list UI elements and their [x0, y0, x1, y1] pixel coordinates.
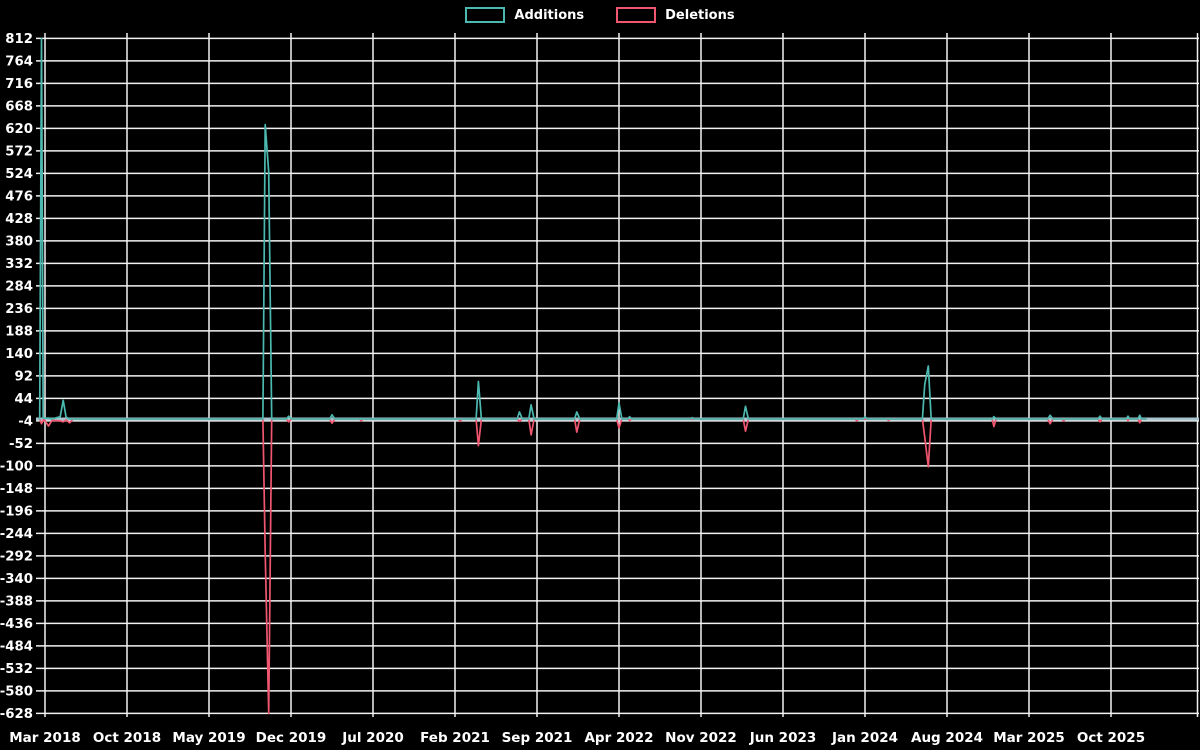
y-axis-tick-label: -484 — [0, 639, 33, 654]
x-axis-tick-label: Oct 2025 — [1077, 730, 1145, 746]
y-axis-tick-label: 92 — [14, 369, 33, 384]
deletions-swatch — [616, 7, 657, 23]
y-axis-tick-label: 44 — [14, 392, 33, 407]
y-axis-tick-label: -4 — [18, 414, 33, 429]
y-axis-tick-label: 284 — [5, 279, 33, 294]
y-axis-tick-label: -52 — [9, 437, 33, 452]
y-axis-tick-label: 812 — [5, 32, 33, 47]
y-axis-tick-label: 476 — [5, 189, 33, 204]
y-axis-tick-label: 716 — [5, 77, 33, 92]
x-axis-tick-label: Feb 2021 — [420, 730, 490, 746]
chart-legend: Additions Deletions — [0, 7, 1200, 23]
x-axis-tick-label: Jul 2020 — [341, 730, 404, 746]
y-axis-tick-label: 332 — [5, 257, 33, 272]
y-axis-tick-label: -388 — [0, 594, 33, 609]
y-axis-tick-label: 236 — [5, 302, 33, 317]
x-axis-tick-label: Oct 2018 — [93, 730, 161, 746]
x-axis-tick-label: Mar 2018 — [9, 730, 80, 746]
additions-line — [38, 37, 1147, 420]
y-axis-tick-label: 428 — [5, 212, 33, 227]
y-axis-tick-label: -340 — [0, 572, 33, 587]
y-axis-tick-label: -196 — [0, 504, 33, 519]
y-axis-tick-label: 620 — [5, 122, 33, 137]
x-axis-tick-label: Jun 2023 — [749, 730, 817, 746]
y-axis-tick-label: -100 — [0, 459, 33, 474]
additions-swatch — [465, 7, 506, 23]
y-axis-tick-label: 380 — [5, 234, 33, 249]
y-axis-tick-label: -292 — [0, 549, 33, 564]
y-axis-tick-label: 524 — [5, 167, 33, 182]
deletions-line — [38, 418, 1147, 715]
x-axis-tick-label: Apr 2022 — [584, 730, 653, 746]
x-axis-tick-label: Dec 2019 — [256, 730, 327, 746]
y-axis-tick-label: -628 — [0, 707, 33, 722]
x-axis-tick-label: Nov 2022 — [665, 730, 737, 746]
x-axis-tick-label: Sep 2021 — [502, 730, 573, 746]
y-axis-tick-label: -580 — [0, 684, 33, 699]
y-axis-tick-label: -244 — [0, 527, 33, 542]
x-axis-tick-label: Aug 2024 — [911, 730, 983, 746]
y-axis-tick-label: -436 — [0, 617, 33, 632]
y-axis-tick-label: 188 — [5, 324, 33, 339]
additions-legend-label: Additions — [514, 7, 585, 23]
x-axis-tick-label: Mar 2025 — [993, 730, 1064, 746]
deletions-legend-label: Deletions — [665, 7, 735, 23]
y-axis-tick-label: -532 — [0, 662, 33, 677]
y-axis-tick-label: -148 — [0, 482, 33, 497]
legend-item-additions[interactable]: Additions — [465, 7, 584, 23]
y-axis-tick-label: 668 — [5, 99, 33, 114]
y-axis-tick-label: 572 — [5, 144, 33, 159]
legend-item-deletions[interactable]: Deletions — [616, 7, 735, 23]
x-axis-tick-label: May 2019 — [172, 730, 245, 746]
y-axis-tick-label: 764 — [5, 54, 33, 69]
x-axis-tick-label: Jan 2024 — [831, 730, 898, 746]
y-axis-tick-label: 140 — [5, 347, 33, 362]
